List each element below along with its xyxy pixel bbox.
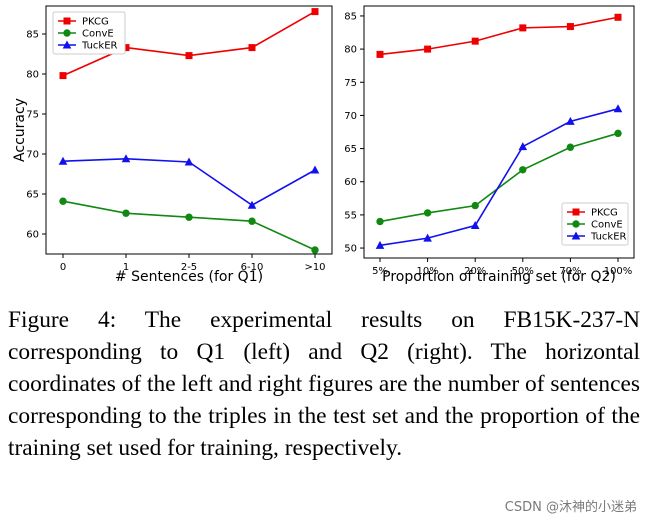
legend-marker-tucker xyxy=(62,40,72,49)
x-tick-label: 70% xyxy=(559,266,581,277)
data-point-conve xyxy=(566,143,575,151)
y-tick-label: 55 xyxy=(344,210,357,221)
chart-left-q1: 60 65 70 75 80 85 0 1 2-5 6-10 >10 # Sentences (for… xyxy=(12,5,333,285)
y-tick-label: 70 xyxy=(26,150,39,161)
legend-marker-pkcg xyxy=(572,208,580,216)
y-tick-label: 60 xyxy=(344,177,357,188)
data-point-tucker xyxy=(58,156,68,165)
legend-marker-pkcg xyxy=(63,17,71,25)
data-point-tucker xyxy=(566,116,575,125)
chart-right-q2: 50 55 60 65 70 75 80 85 5% 10% 20% 50% 70% 100%Propor… xyxy=(344,5,635,285)
charts-figure: 60 65 70 75 80 85 0 1 2-5 6-10 >10 # Sentences (for… xyxy=(12,5,635,285)
data-point-tucker xyxy=(184,157,194,166)
y-tick-label: 80 xyxy=(26,70,39,81)
series-line-tucker xyxy=(379,108,619,247)
y-tick-label: 80 xyxy=(344,45,357,56)
data-point-pkcg xyxy=(59,72,67,80)
x-tick-label: 5% xyxy=(372,266,388,277)
legend-box xyxy=(52,11,126,55)
data-point-pkcg xyxy=(614,13,622,21)
y-tick-label: 50 xyxy=(344,244,357,255)
legend-label-pkcg: PKCG xyxy=(82,17,109,28)
data-point-conve xyxy=(471,201,479,210)
data-point-conve xyxy=(59,197,67,205)
watermark: CSDN @沐神的小迷弟 xyxy=(504,500,637,515)
y-tick-label: 75 xyxy=(344,78,357,89)
legend-marker-conve xyxy=(63,29,71,37)
series-line-conve xyxy=(62,200,316,251)
y-tick-label: 60 xyxy=(26,230,39,241)
y-tick-label: 70 xyxy=(344,111,357,122)
legend-label-conve: ConvE xyxy=(82,29,114,40)
data-point-tucker xyxy=(613,104,623,113)
y-tick-label: 75 xyxy=(26,110,39,121)
data-point-tucker xyxy=(310,165,320,174)
legend-label-conve: ConvE xyxy=(591,220,623,231)
data-point-pkcg xyxy=(311,8,319,16)
data-point-conve xyxy=(311,246,319,254)
legend-label-tucker: TuckER xyxy=(590,232,627,243)
data-point-conve xyxy=(122,209,130,217)
legend-label-pkcg: PKCG xyxy=(591,208,618,219)
data-point-conve xyxy=(376,217,384,226)
y-tick-label: 65 xyxy=(344,144,357,155)
y-axis-label: Accuracy xyxy=(12,98,28,162)
data-point-tucker xyxy=(518,142,528,151)
data-point-pkcg xyxy=(566,23,574,31)
data-point-tucker xyxy=(121,154,131,163)
data-point-conve xyxy=(185,213,193,221)
data-point-conve xyxy=(614,129,622,138)
data-point-tucker xyxy=(470,221,480,230)
data-point-tucker xyxy=(423,233,432,242)
x-tick-label: 1 xyxy=(123,262,129,273)
data-point-pkcg xyxy=(122,44,130,52)
x-tick-label: 20% xyxy=(464,266,486,277)
data-point-pkcg xyxy=(248,44,256,52)
data-point-conve xyxy=(248,217,256,225)
data-point-pkcg xyxy=(424,45,432,53)
data-point-pkcg xyxy=(376,50,384,58)
x-tick-label: 0 xyxy=(60,262,66,273)
data-point-conve xyxy=(423,209,432,217)
figure-caption: Figure 4: The experimental results on FB… xyxy=(8,307,640,461)
series-line-tucker xyxy=(62,157,316,207)
legend-label-tucker: TuckER xyxy=(81,41,118,52)
data-point-tucker xyxy=(375,240,385,249)
x-tick-label: 100% xyxy=(604,266,633,277)
data-point-conve xyxy=(519,166,527,174)
legend-marker-tucker xyxy=(571,231,581,240)
x-axis-label: Proportion of training set (for Q2) xyxy=(382,269,616,285)
plot-frame xyxy=(363,5,635,259)
x-tick-label: 50% xyxy=(512,266,534,277)
x-tick-label: 10% xyxy=(416,266,438,277)
data-point-tucker xyxy=(247,200,257,209)
series-line-conve xyxy=(379,132,619,223)
x-tick-label: 6-10 xyxy=(241,262,264,273)
x-axis-label: # Sentences (for Q1) xyxy=(115,269,263,285)
x-tick-label: >10 xyxy=(304,262,325,273)
x-tick-label: 2-5 xyxy=(181,262,197,273)
data-point-pkcg xyxy=(471,37,479,45)
data-point-pkcg xyxy=(519,24,527,32)
data-point-pkcg xyxy=(185,52,193,60)
legend-marker-conve xyxy=(572,220,580,228)
series-line-pkcg xyxy=(379,16,619,56)
y-tick-label: 85 xyxy=(344,11,357,22)
y-tick-label: 85 xyxy=(26,30,39,41)
y-tick-label: 65 xyxy=(26,190,39,201)
